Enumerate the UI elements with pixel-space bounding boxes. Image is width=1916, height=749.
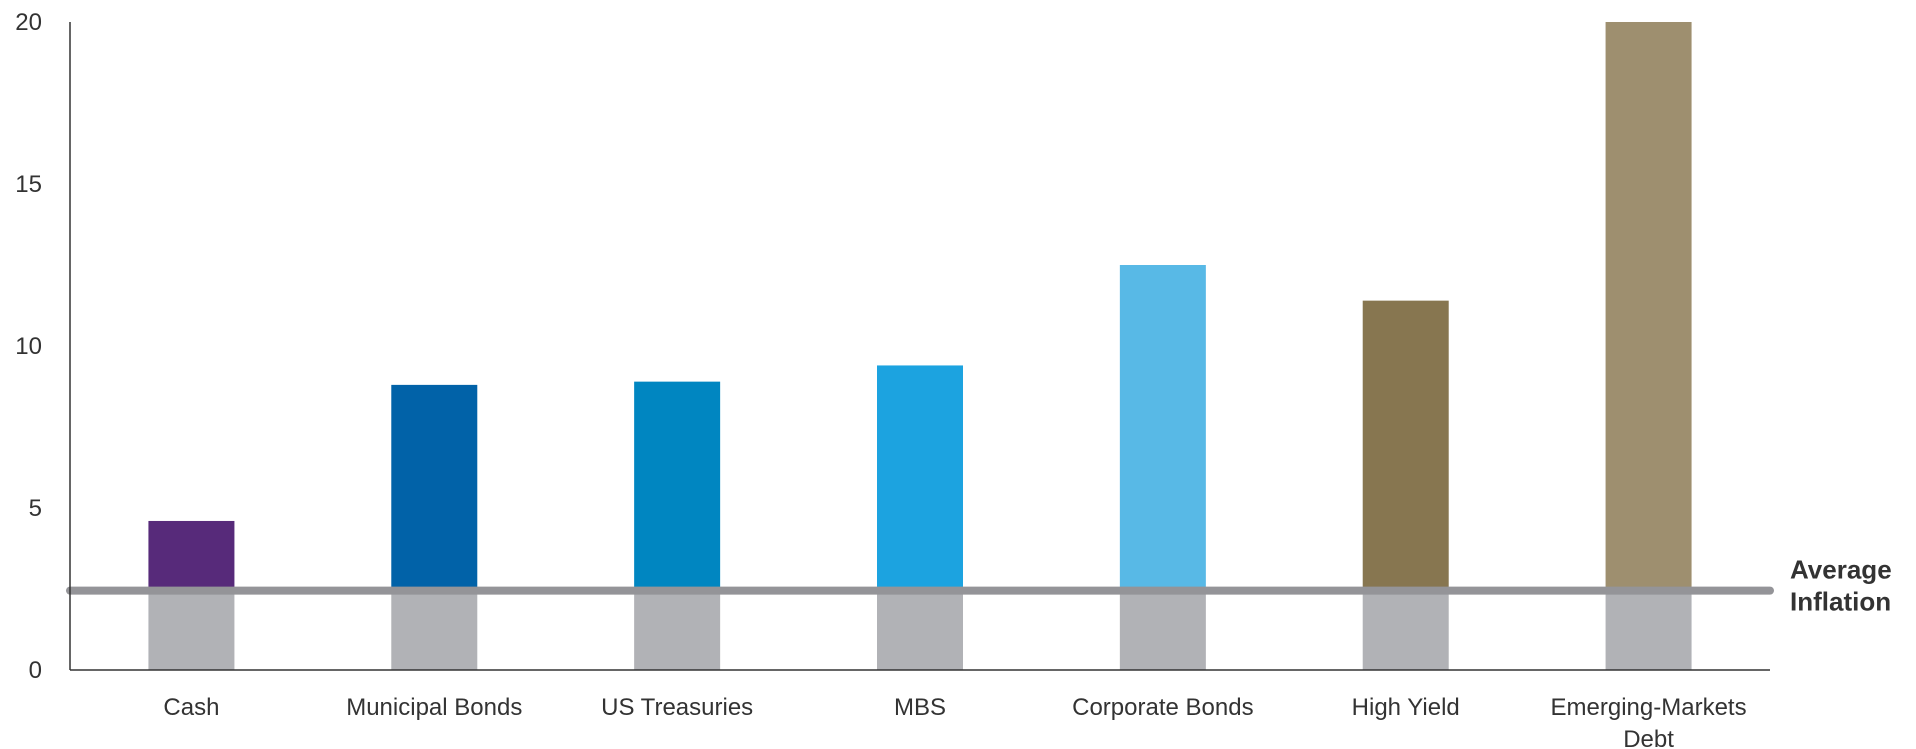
x-tick-label: Emerging-Markets Debt xyxy=(1551,694,1747,749)
bar-5 xyxy=(1362,300,1449,591)
y-tick-label: 5 xyxy=(29,495,42,522)
x-tick-label-line: US Treasuries xyxy=(601,694,753,721)
x-tick-label-line: Debt xyxy=(1623,726,1674,749)
y-tick-label: 0 xyxy=(29,657,42,684)
y-tick-label: 20 xyxy=(15,9,42,36)
average-inflation-label-line: Inflation xyxy=(1790,587,1891,617)
x-tick-label: Municipal Bonds xyxy=(346,694,522,721)
bar-0 xyxy=(148,520,235,591)
x-tick-label-line: MBS xyxy=(894,694,946,721)
bar-1 xyxy=(391,384,478,591)
bars-group xyxy=(148,22,1692,670)
bar-3 xyxy=(877,365,963,591)
average-inflation-label: Average Inflation xyxy=(1790,555,1892,617)
bar-base-4 xyxy=(1119,590,1206,670)
bar-base-1 xyxy=(391,590,478,670)
x-tick-label-line: Municipal Bonds xyxy=(346,694,522,721)
x-tick-label-line: Corporate Bonds xyxy=(1072,694,1253,721)
x-tick-label: MBS xyxy=(894,694,946,721)
x-tick-label-line: Emerging-Markets xyxy=(1551,694,1747,721)
average-inflation-label-line: Average xyxy=(1790,555,1892,585)
bar-base-2 xyxy=(634,590,721,670)
y-tick-label: 15 xyxy=(15,171,42,198)
bar-base-5 xyxy=(1362,590,1449,670)
y-tick-labels: 0 5 10 15 20 xyxy=(15,9,42,684)
bar-base-0 xyxy=(148,590,235,670)
reference-group: Average Inflation xyxy=(66,555,1892,617)
x-tick-label: Corporate Bonds xyxy=(1072,694,1253,721)
bar-2 xyxy=(634,381,721,591)
x-tick-label-line: Cash xyxy=(163,694,219,721)
y-tick-label: 10 xyxy=(15,333,42,360)
x-tick-label-line: High Yield xyxy=(1352,694,1460,721)
bar-base-3 xyxy=(877,590,963,670)
x-tick-label: US Treasuries xyxy=(601,694,753,721)
x-category-labels: Cash Municipal Bonds US Treasuries MBS Corpo… xyxy=(163,694,1746,749)
axes-group xyxy=(69,22,1770,671)
bar-base-6 xyxy=(1605,590,1692,670)
bar-4 xyxy=(1119,265,1206,591)
x-tick-label: Cash xyxy=(163,694,219,721)
x-tick-label: High Yield xyxy=(1352,694,1460,721)
bar-6 xyxy=(1605,22,1692,591)
